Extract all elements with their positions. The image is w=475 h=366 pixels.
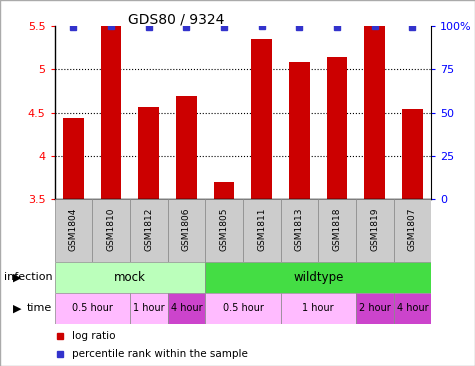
Bar — [130, 199, 168, 262]
Bar — [356, 293, 394, 324]
Text: 2 hour: 2 hour — [359, 303, 390, 313]
Bar — [214, 182, 235, 199]
Bar — [394, 293, 431, 324]
Text: mock: mock — [114, 271, 146, 284]
Text: GSM1819: GSM1819 — [370, 208, 380, 251]
Text: GSM1806: GSM1806 — [182, 208, 191, 251]
Text: percentile rank within the sample: percentile rank within the sample — [72, 349, 247, 359]
Bar — [327, 57, 348, 199]
Bar — [243, 199, 281, 262]
Text: 4 hour: 4 hour — [397, 303, 428, 313]
Text: ▶: ▶ — [13, 272, 21, 282]
Text: GSM1805: GSM1805 — [219, 208, 228, 251]
Bar — [251, 39, 272, 199]
Bar — [168, 293, 205, 324]
Bar — [205, 262, 431, 293]
Bar — [168, 199, 205, 262]
Text: GSM1813: GSM1813 — [295, 208, 304, 251]
Bar — [176, 96, 197, 199]
Bar — [101, 26, 122, 199]
Bar — [281, 199, 318, 262]
Bar — [55, 199, 92, 262]
Text: ▶: ▶ — [13, 303, 21, 313]
Text: 0.5 hour: 0.5 hour — [222, 303, 264, 313]
Text: 1 hour: 1 hour — [133, 303, 165, 313]
Bar — [364, 26, 385, 199]
Text: 0.5 hour: 0.5 hour — [72, 303, 113, 313]
Bar — [281, 293, 356, 324]
Text: GSM1807: GSM1807 — [408, 208, 417, 251]
Bar — [289, 62, 310, 199]
Bar — [205, 199, 243, 262]
Bar — [55, 262, 205, 293]
Text: GSM1818: GSM1818 — [332, 208, 342, 251]
Text: infection: infection — [4, 272, 52, 282]
Text: GSM1811: GSM1811 — [257, 208, 266, 251]
Bar — [63, 118, 84, 199]
Bar — [356, 199, 394, 262]
Text: GSM1804: GSM1804 — [69, 208, 78, 251]
Bar — [130, 293, 168, 324]
Bar — [55, 293, 130, 324]
Text: GSM1812: GSM1812 — [144, 208, 153, 251]
Bar — [138, 107, 159, 199]
Bar — [318, 199, 356, 262]
Text: log ratio: log ratio — [72, 331, 115, 341]
Text: 1 hour: 1 hour — [303, 303, 334, 313]
Text: GDS80 / 9324: GDS80 / 9324 — [128, 13, 225, 27]
Text: wildtype: wildtype — [293, 271, 343, 284]
Bar — [205, 293, 281, 324]
Bar — [402, 109, 423, 199]
Bar — [92, 199, 130, 262]
Text: GSM1810: GSM1810 — [106, 208, 115, 251]
Text: time: time — [27, 303, 52, 313]
Text: 4 hour: 4 hour — [171, 303, 202, 313]
Bar — [394, 199, 431, 262]
